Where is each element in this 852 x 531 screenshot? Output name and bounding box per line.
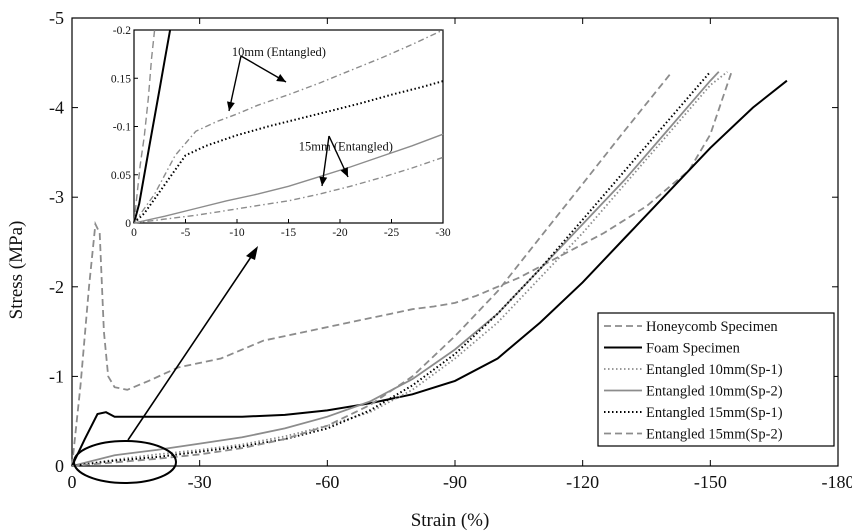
inset-x-tick-label-1: -5 [181,227,191,239]
x-tick-label-4: -120 [566,472,599,492]
inset-x-tick-label-5: -25 [384,227,400,239]
legend-box [597,312,835,447]
y-tick-label-5: -5 [49,8,64,28]
y-tick-label-2: -2 [49,277,64,297]
inset-series-line-5 [133,156,444,224]
zoom-arrow-line [127,250,256,441]
zoom-arrow-head [246,246,258,260]
series-line-3 [71,71,720,467]
annotation-10mm: 10mm (Entangled) [232,45,326,59]
annotation-15mm-arrow-b-head [340,167,348,177]
legend-label-1: Foam Specimen [646,341,741,357]
zoom-region-ellipse [73,440,177,484]
x-tick-label-1: -30 [188,472,212,492]
inset-plot: 0 -5 -10 -15 -20 -25 -30 0 0.05 -0.1 0.15 -0.2 10mm … [111,25,451,239]
inset-series-line-4 [133,80,444,224]
legend-label-4: Entangled 15mm(Sp-1) [646,405,783,421]
x-tick-label-0: 0 [68,472,77,492]
series-line-1 [71,79,788,467]
inset-x-tick-label-3: -15 [281,227,297,239]
inset-series-line-3 [133,133,444,224]
y-tick-label-1: -1 [49,366,64,386]
x-axis-title: Strain (%) [411,510,490,531]
annotation-10mm-arrow-a-head [227,101,235,111]
legend-label-2: Entangled 10mm(Sp-1) [646,362,783,378]
legend-label-0: Honeycomb Specimen [646,319,778,335]
inset-y-tick-label-0: 0 [125,218,131,230]
x-tick-label-5: -150 [694,472,727,492]
annotation-15mm: 15mm (Entangled) [299,140,393,154]
inset-x-tick-label-2: -10 [229,227,245,239]
annotation-15mm-arrow-a-head [319,176,328,186]
legend-label-5: Entangled 15mm(Sp-2) [646,427,783,443]
y-tick-label-0: 0 [55,456,64,476]
x-tick-label-2: -60 [315,472,339,492]
inset-x-tick-label-0: 0 [131,227,137,239]
inset-x-tick-label-6: -30 [435,227,451,239]
main-plot: 0 -30 -60 -90 -120 -150 -1800-1-2-3-4-5Honeyco… [49,8,852,492]
series-line-5 [71,71,673,467]
series-line-4 [71,71,712,467]
y-axis-title: Stress (MPa) [6,221,27,320]
annotation-10mm-arrow-b-head [276,74,286,82]
legend-label-3: Entangled 10mm(Sp-2) [646,384,783,400]
series-line-0 [71,71,733,467]
inset-y-tick-label-3: 0.15 [111,73,131,85]
inset-y-tick-label-2: -0.1 [113,122,131,134]
x-tick-label-3: -90 [443,472,467,492]
inset-x-tick-label-4: -20 [332,227,348,239]
inset-series-line-1 [133,29,172,224]
x-tick-label-6: -180 [822,472,852,492]
annotation-10mm-arrow-a-line [228,55,242,112]
y-tick-label-3: -3 [49,187,64,207]
inset-series-line-2 [133,29,444,224]
inset-y-tick-label-1: 0.05 [111,170,131,182]
inset-y-tick-label-4: -0.2 [113,25,131,37]
y-tick-label-4: -4 [49,98,64,118]
